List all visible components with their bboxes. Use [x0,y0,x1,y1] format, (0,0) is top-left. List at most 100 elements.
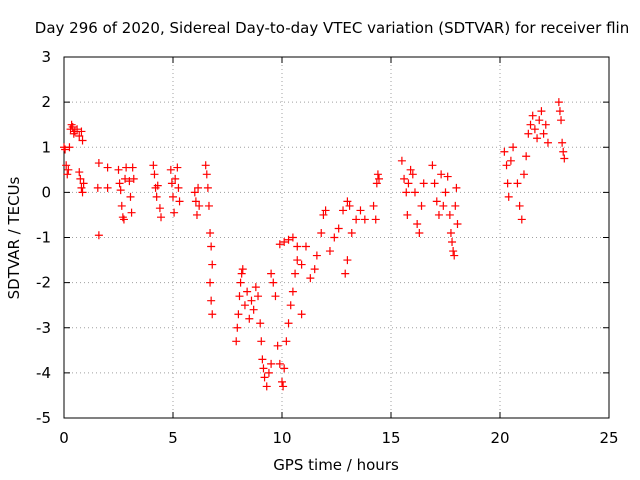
data-point [297,310,306,319]
data-point [428,161,437,170]
data-point [204,201,213,210]
data-point [166,165,175,174]
data-point [280,364,289,373]
data-point [260,373,269,382]
data-point [339,206,348,215]
data-point [451,201,460,210]
data-point [415,228,424,237]
data-point [167,179,176,188]
y-tick-label: 1 [41,138,51,156]
data-point [356,206,365,215]
data-point [191,197,200,206]
x-tick-label: 20 [490,429,509,447]
data-point [174,183,183,192]
data-point [64,165,73,174]
data-point [402,188,411,197]
data-point [202,170,211,179]
data-point [373,170,382,179]
axis-ticks: 0 5 10 15 20 25 -5 -4 -3 -2 -1 0 1 2 3 [36,48,619,447]
data-point [533,134,542,143]
data-point [345,201,354,210]
data-point [555,107,564,116]
data-point [201,161,210,170]
data-point [194,183,203,192]
data-point [312,251,321,260]
data-point [114,165,123,174]
data-point [397,156,406,165]
data-point [310,265,319,274]
data-point [117,201,126,210]
data-point [317,228,326,237]
y-tick-label: -4 [36,364,51,382]
data-point [192,210,201,219]
data-point [232,337,241,346]
data-point [129,174,138,183]
x-axis-label: GPS time / hours [273,456,399,474]
data-point [408,170,417,179]
data-point [115,179,124,188]
data-point [78,188,87,197]
data-point [502,161,511,170]
data-point [293,242,302,251]
data-point [208,260,217,269]
y-tick-label: -3 [36,319,51,337]
data-point [63,170,72,179]
data-point [400,174,409,183]
data-point [75,168,84,177]
data-point [513,179,522,188]
data-point [284,319,293,328]
data-point [125,177,134,186]
data-point [515,201,524,210]
data-point [153,181,162,190]
data-point [352,215,361,224]
data-point [170,208,179,217]
data-point [341,269,350,278]
chart-title: Day 296 of 2020, Sidereal Day-to-day VTE… [35,19,629,37]
data-point [559,147,568,156]
data-point [282,337,291,346]
data-point [62,161,71,170]
data-point [506,156,515,165]
data-point [203,183,212,192]
data-point [541,120,550,129]
data-point [417,201,426,210]
data-point [288,287,297,296]
data-point [526,120,535,129]
data-point [500,147,509,156]
data-point [116,186,125,195]
data-point [157,213,166,222]
data-point [325,247,334,256]
data-point [543,138,552,147]
data-point [369,201,378,210]
data-point [330,233,339,242]
data-point [238,265,247,274]
y-tick-label: 0 [41,183,51,201]
data-point [343,256,352,265]
data-point [127,208,136,217]
data-point [206,228,215,237]
data-point [450,251,459,260]
data-point [94,159,103,168]
data-point [375,174,384,183]
data-point [249,305,258,314]
data-point [406,165,415,174]
data-point [519,170,528,179]
y-tick-label: -1 [36,229,51,247]
data-point [372,179,381,188]
data-point [535,116,544,125]
data-point [61,145,70,154]
data-point [284,235,293,244]
data-point [237,269,246,278]
data-point [235,292,244,301]
data-point [306,274,315,283]
y-tick-label: -2 [36,274,51,292]
x-tick-label: 25 [599,429,618,447]
data-point [76,174,85,183]
data-point [446,228,455,237]
data-point [121,174,130,183]
data-point [275,240,284,249]
data-point [233,323,242,332]
data-point [524,129,533,138]
data-point [73,125,82,134]
